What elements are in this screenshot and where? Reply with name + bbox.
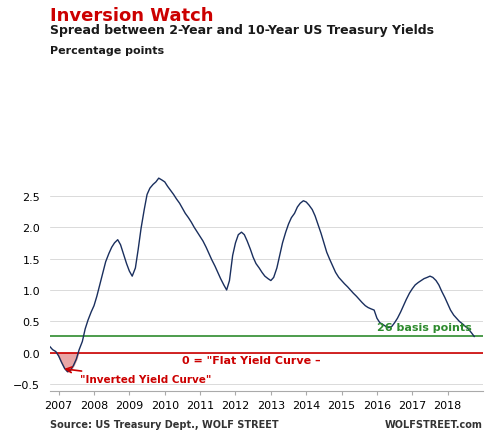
Text: Percentage points: Percentage points [50,46,164,56]
Text: "Inverted Yield Curve": "Inverted Yield Curve" [66,367,211,384]
Text: Spread between 2-Year and 10-Year US Treasury Yields: Spread between 2-Year and 10-Year US Tre… [50,24,434,37]
Text: WOLFSTREET.com: WOLFSTREET.com [385,419,483,429]
Text: Source: US Treasury Dept., WOLF STREET: Source: US Treasury Dept., WOLF STREET [50,419,278,429]
Text: 0 = "Flat Yield Curve –: 0 = "Flat Yield Curve – [182,355,321,365]
Text: Inversion Watch: Inversion Watch [50,7,213,24]
Text: 26 basis points: 26 basis points [377,322,472,332]
